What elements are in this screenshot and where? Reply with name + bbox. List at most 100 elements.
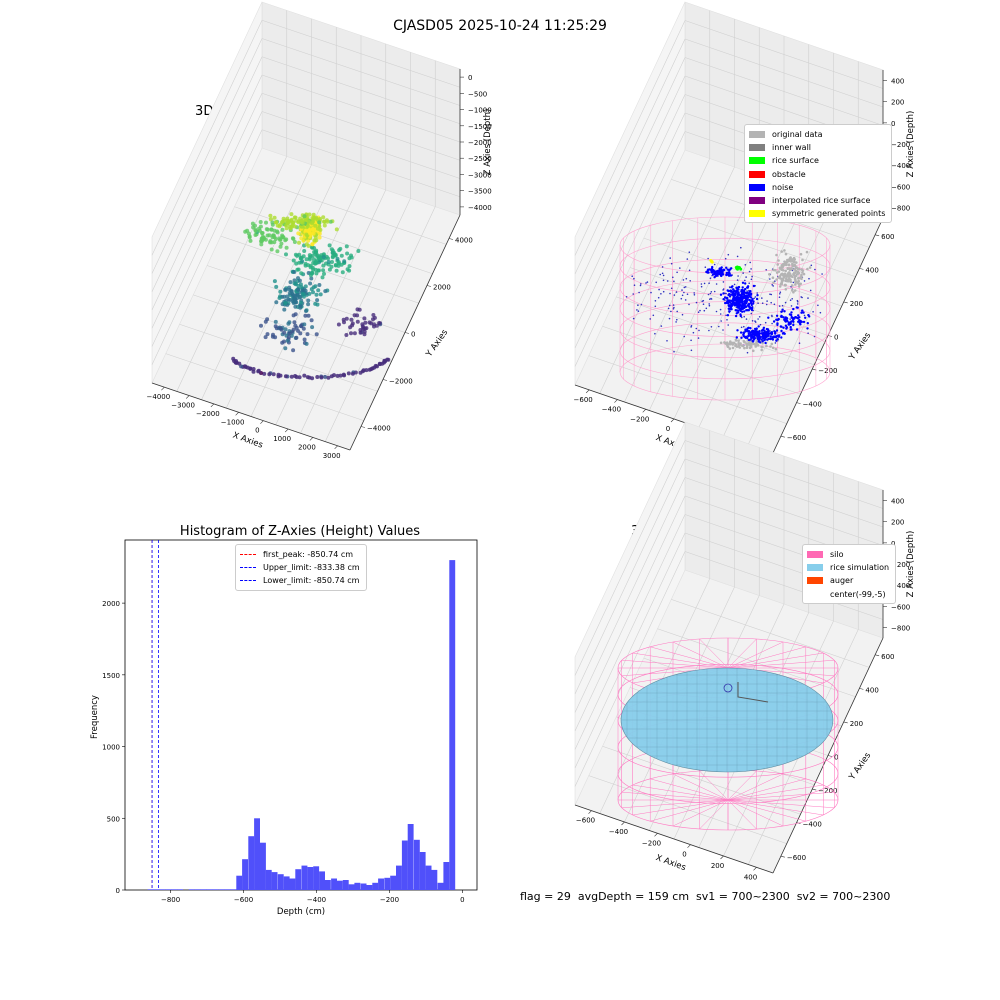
- classify-noise-point: [806, 327, 809, 330]
- classify-noise-point: [712, 273, 716, 276]
- histogram-bar: [366, 885, 373, 890]
- raw-x-tick-label: 3000: [323, 452, 341, 460]
- classify-interp-point: [710, 298, 713, 300]
- classify-noise-point: [705, 270, 708, 274]
- legend-swatch: [749, 183, 765, 191]
- classify-original-point: [756, 343, 759, 346]
- raw-point: [334, 268, 339, 273]
- classify-noise-point: [758, 335, 761, 339]
- raw-x-tick: [161, 386, 165, 391]
- classify-interp-point: [740, 326, 743, 329]
- raw-point: [350, 371, 355, 376]
- classify-interp-point: [745, 276, 747, 278]
- classify-interp-point: [770, 301, 772, 304]
- histogram-panel-title: Histogram of Z-Axies (Height) Values: [179, 524, 421, 539]
- raw-point: [338, 373, 343, 378]
- histogram-legend: first_peak: -850.74 cm Upper_limit: -833.…: [235, 544, 367, 591]
- classify-interp-point: [761, 302, 764, 305]
- raw-point: [306, 302, 311, 307]
- classify-interp-point: [673, 350, 675, 353]
- classify-interp-point: [812, 311, 814, 313]
- raw-point: [314, 271, 319, 276]
- raw-point: [296, 231, 301, 236]
- classify-interp-point: [792, 281, 795, 284]
- cls-legend-entry: noise: [749, 181, 885, 194]
- classify-noise-point: [777, 334, 781, 337]
- raw-point: [327, 267, 332, 272]
- classify-noise-point: [724, 301, 727, 305]
- simulation-back-grid-z: [684, 440, 884, 509]
- classify-interp-point: [625, 296, 628, 298]
- raw-point: [284, 226, 289, 231]
- classify-interp-point: [702, 303, 705, 306]
- classify-interp-point: [637, 310, 640, 313]
- sim-legend-entry: center(-99,-5): [807, 588, 889, 601]
- raw-point: [273, 324, 278, 329]
- classify-noise-point: [749, 327, 752, 330]
- classify-interp-point: [703, 282, 706, 285]
- legend-label: rice surface: [772, 156, 819, 166]
- histogram-bar: [372, 882, 379, 890]
- classify-interp-point: [751, 320, 754, 322]
- classify-noise-point: [787, 321, 790, 324]
- classify-noise-point: [761, 335, 764, 338]
- classify-interp-point: [637, 304, 639, 307]
- classify-y-tick-label: 400: [865, 266, 878, 274]
- raw-point: [374, 323, 379, 328]
- classify-noise-point: [739, 313, 742, 316]
- classify-noise-point: [744, 330, 747, 333]
- classify-noise-point: [741, 281, 745, 284]
- histogram-bar: [360, 883, 367, 890]
- raw-point: [243, 229, 248, 234]
- raw-point: [310, 325, 315, 330]
- raw-point: [305, 375, 310, 380]
- legend-label: auger: [830, 576, 854, 586]
- classify-noise-point: [765, 332, 769, 335]
- classify-noise-point: [773, 330, 776, 333]
- classify-noise-point: [727, 273, 730, 276]
- classify-interp-point: [701, 300, 703, 303]
- classify-original-point: [787, 273, 790, 276]
- raw-point: [308, 265, 313, 270]
- classify-noise-point: [750, 308, 754, 312]
- classify-noise-point: [746, 329, 749, 333]
- classify-interp-point: [690, 325, 693, 327]
- simulation-x-tick: [720, 855, 724, 860]
- classify-original-point: [790, 284, 794, 287]
- classify-interp-point: [660, 293, 662, 295]
- histogram-y-tick-label: 0: [116, 887, 120, 895]
- classify-interp-point: [725, 292, 727, 295]
- classify-interp-point: [710, 291, 713, 293]
- raw-point: [355, 313, 360, 318]
- raw-point: [282, 330, 287, 335]
- histogram-bar: [177, 889, 184, 890]
- classify-noise-point: [730, 304, 734, 307]
- classify-noise-point: [750, 336, 753, 340]
- classify-noise-point: [732, 294, 735, 297]
- histogram-bar: [277, 874, 284, 890]
- classify-interp-point: [684, 286, 687, 288]
- classify-noise-point: [775, 318, 778, 321]
- classify-original-point: [783, 272, 787, 276]
- classify-interp-point: [713, 290, 716, 293]
- classify-original-point: [793, 276, 797, 280]
- classify-interp-point: [681, 294, 684, 297]
- raw-point: [289, 374, 294, 379]
- raw-floor-grid-y: [234, 206, 433, 275]
- classify-noise-point: [766, 338, 769, 341]
- histogram-bar: [319, 871, 325, 890]
- raw-point: [311, 267, 316, 272]
- raw-point: [265, 233, 270, 238]
- raw-point: [341, 372, 346, 377]
- classify-noise-point: [801, 309, 804, 312]
- classify-noise-point: [783, 318, 786, 321]
- classify-original-point: [780, 264, 784, 267]
- histogram-bar: [271, 872, 278, 890]
- raw-point: [296, 287, 301, 292]
- classify-interp-point: [669, 257, 671, 259]
- raw-x-axis-label: X Axies: [231, 431, 264, 451]
- cls-legend-entry: original data: [749, 128, 885, 141]
- classify-original-point: [777, 259, 780, 262]
- classify-noise-point: [740, 306, 744, 309]
- classify-original-point: [795, 261, 798, 264]
